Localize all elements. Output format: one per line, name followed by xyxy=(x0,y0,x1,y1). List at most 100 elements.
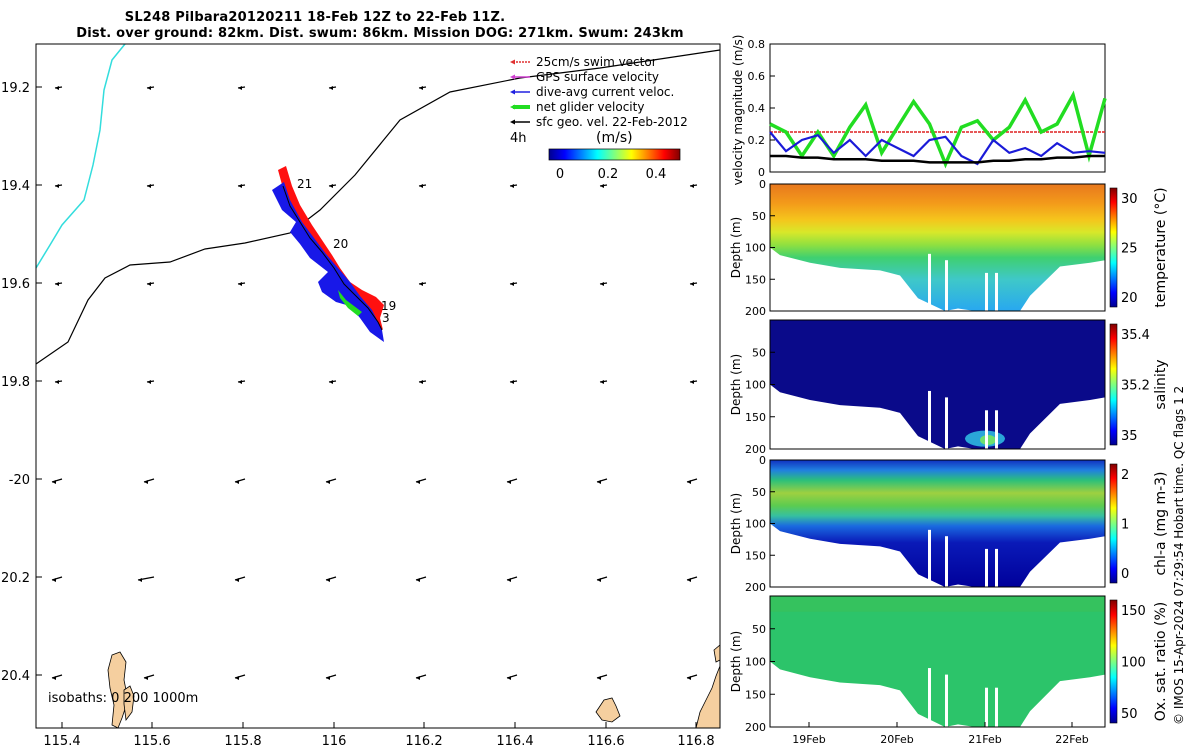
depth-tick-label: 200 xyxy=(745,581,766,594)
depth-tick-label: 150 xyxy=(745,688,766,701)
velocity-arrow xyxy=(143,674,155,680)
svg-text:sfc geo. vel. 22-Feb-2012: sfc geo. vel. 22-Feb-2012 xyxy=(536,115,688,129)
velocity-arrow xyxy=(328,380,337,384)
velocity-y-tick-label: 0.2 xyxy=(748,134,766,147)
data-gap xyxy=(995,548,998,587)
isobath-line-cyan xyxy=(35,43,126,269)
map-y-tick-label: 20.2 xyxy=(1,571,30,586)
velocity-arrow xyxy=(596,478,608,484)
velocity-arrow xyxy=(686,478,698,484)
velocity-arrow xyxy=(328,184,337,188)
velocity-arrow xyxy=(234,576,246,582)
section-colorbar xyxy=(1109,463,1118,584)
velocity-arrow xyxy=(418,184,427,188)
data-gap xyxy=(985,687,988,727)
legend-item: net glider velocity xyxy=(510,100,644,114)
velocity-arrow xyxy=(54,380,63,384)
legend-scale-label: 4h xyxy=(510,131,527,146)
swim-vector-track xyxy=(278,166,384,330)
velocity-y-tick-label: 0.6 xyxy=(748,70,766,83)
colorbar-tick-label: 30 xyxy=(1121,192,1138,207)
velocity-arrow xyxy=(325,576,337,582)
colorbar-label: temperature (°C) xyxy=(1153,187,1169,307)
velocity-arrow xyxy=(51,576,63,582)
data-gap xyxy=(945,674,948,727)
colorbar-tick-label: 100 xyxy=(1121,656,1146,671)
date-tick-label: 20Feb xyxy=(880,733,913,746)
svg-text:GPS surface velocity: GPS surface velocity xyxy=(536,70,659,84)
data-gap xyxy=(985,410,988,449)
velocity-arrow xyxy=(146,380,155,384)
velocity-arrow xyxy=(146,86,155,90)
velocity-arrow xyxy=(237,184,246,188)
velocity-arrow xyxy=(686,576,698,582)
velocity-arrow xyxy=(506,674,518,680)
section-panel-2: 50 100 150 200 Depth (m) 35.4 35.2 35 salinity xyxy=(729,319,1169,456)
map-x-tick-label: 116.8 xyxy=(677,734,714,749)
velocity-arrow xyxy=(689,184,698,188)
velocity-arrow xyxy=(54,282,63,286)
data-gap xyxy=(945,536,948,587)
data-gap xyxy=(995,410,998,449)
data-gap xyxy=(995,687,998,727)
map-x-tick-label: 116.2 xyxy=(405,734,442,749)
velocity-arrow xyxy=(137,576,155,582)
map-y-tick-label: 19.4 xyxy=(1,179,30,194)
svg-text:dive-avg current veloc.: dive-avg current veloc. xyxy=(536,85,674,99)
data-gap xyxy=(985,548,988,587)
date-x-axis: 19Feb 20Feb 21Feb 22Feb xyxy=(792,722,1089,746)
velocity-arrow xyxy=(54,184,63,188)
speed-colorbar xyxy=(548,148,681,161)
velocity-arrow xyxy=(599,184,608,188)
velocity-arrow xyxy=(418,380,427,384)
colorbar-tick-label: 35.4 xyxy=(1121,328,1150,343)
section-data-fill xyxy=(770,460,1105,587)
depth-axis-label: Depth (m) xyxy=(729,354,743,415)
depth-tick-label: 150 xyxy=(745,273,766,286)
section-colorbar xyxy=(1109,187,1118,308)
map-y-tick-label: 19.8 xyxy=(1,375,30,390)
geostrophic-velocity-arrows xyxy=(51,86,698,680)
map-y-tick-label: 19.6 xyxy=(1,277,30,292)
legend-item: 25cm/s swim vector xyxy=(510,55,657,69)
section-panel-1: 0 50 100 150 200 Depth (m) 30 25 20 temperature (… xyxy=(729,178,1169,318)
velocity-arrow xyxy=(146,282,155,286)
map-x-tick-label: 115.6 xyxy=(133,734,170,749)
depth-tick-label: 200 xyxy=(745,443,766,456)
velocity-y-tick-label: 0.8 xyxy=(748,38,766,51)
chart-title-line2: Dist. over ground: 82km. Dist. swum: 86k… xyxy=(76,26,684,41)
velocity-arrow xyxy=(689,380,698,384)
map-x-axis: 115.4 115.6 115.8 116 116.2 116.4 116.6 116.8 xyxy=(43,722,715,749)
colorbar-tick-label: 0 xyxy=(1121,567,1129,582)
depth-tick-label: 50 xyxy=(752,623,766,636)
section-data-fill xyxy=(770,320,1105,449)
depth-tick-label: 50 xyxy=(752,210,766,223)
colorbar-tick-label: 50 xyxy=(1121,707,1138,722)
velocity-arrow xyxy=(51,674,63,680)
legend-item: sfc geo. vel. 22-Feb-2012 xyxy=(510,115,688,129)
map-y-tick-label: 19.2 xyxy=(1,81,30,96)
depth-tick-label: 100 xyxy=(745,379,766,392)
depth-tick-label: 150 xyxy=(745,549,766,562)
map-panel: 21 20 19 3 115.4 115.6 115.8 116 116.2 116.4 1… xyxy=(1,43,721,749)
colorbar-tick-label: 35 xyxy=(1121,429,1138,444)
velocity-series xyxy=(769,90,1107,169)
map-x-tick-label: 115.4 xyxy=(43,734,80,749)
data-gap xyxy=(945,397,948,449)
velocity-arrow xyxy=(51,478,63,484)
colorbar-tick-0.2: 0.2 xyxy=(598,167,619,182)
depth-tick-label: 100 xyxy=(745,242,766,255)
colorbar-tick-label: 150 xyxy=(1121,604,1146,619)
depth-axis-label: Depth (m) xyxy=(729,631,743,692)
depth-tick-label: 0 xyxy=(759,454,766,467)
data-gap xyxy=(928,390,931,449)
velocity-arrow xyxy=(54,86,63,90)
map-x-tick-label: 116.4 xyxy=(496,734,533,749)
colorbar-unit-label: (m/s) xyxy=(596,130,633,146)
velocity-arrow xyxy=(599,380,608,384)
legend-item: GPS surface velocity xyxy=(510,70,659,84)
map-y-axis: 19.2 19.4 19.6 19.8 -20 20.2 20.4 xyxy=(1,81,42,684)
